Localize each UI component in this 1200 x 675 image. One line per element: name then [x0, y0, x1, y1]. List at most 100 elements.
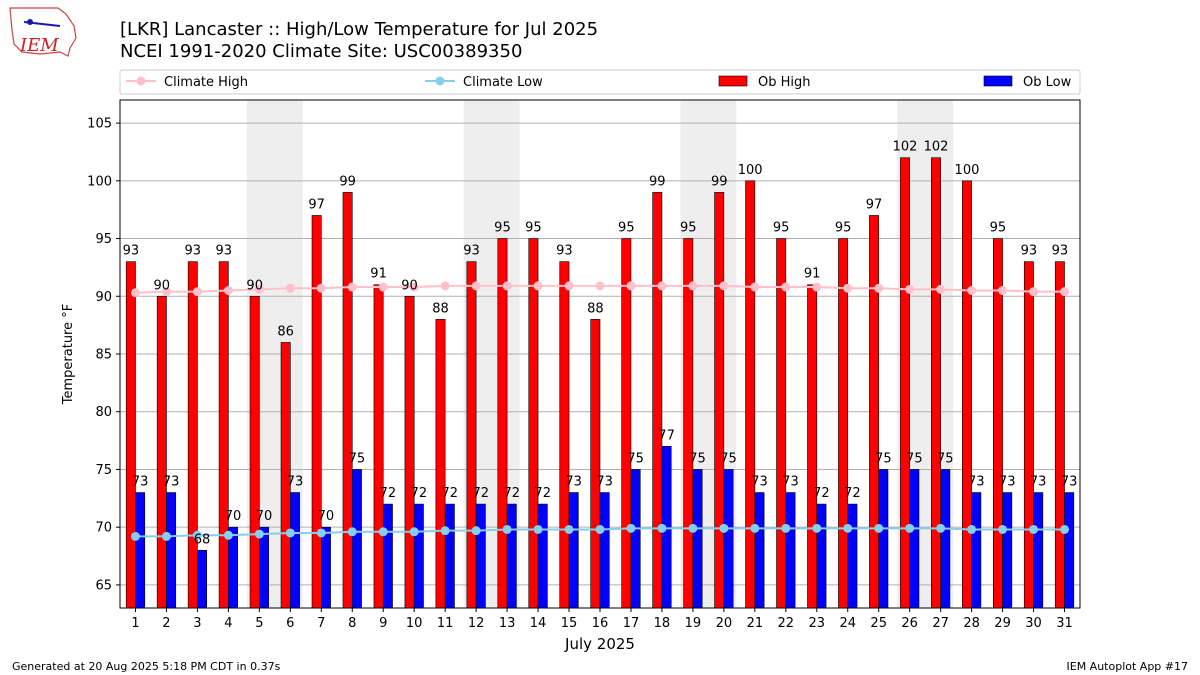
app-id: IEM Autoplot App #17	[1067, 660, 1189, 673]
ob-low-bar-19	[692, 469, 703, 609]
ob-high-label-12: 93	[463, 244, 480, 259]
ob-high-label-3: 93	[185, 244, 202, 259]
ob-low-label-28: 73	[968, 475, 985, 490]
climate-low-point-1	[130, 531, 140, 541]
ob-high-bar-30	[1023, 261, 1034, 609]
climate-high-point-21	[750, 282, 760, 292]
ob-high-bar-10	[404, 295, 415, 609]
ob-high-bar-9	[373, 284, 384, 609]
legend-frame	[119, 69, 1081, 95]
climate-high-point-26	[905, 284, 915, 294]
ob-low-label-27: 75	[937, 451, 954, 466]
climate-high-point-4	[223, 286, 233, 295]
climate-high-point-31	[1060, 287, 1070, 297]
ob-high-label-6: 86	[277, 324, 294, 339]
x-tick-label-10: 10	[406, 616, 423, 631]
ob-low-label-14: 72	[534, 486, 551, 501]
x-tick-label-21: 21	[747, 616, 764, 631]
ob-high-bar-4	[218, 261, 229, 609]
x-tick-label-12: 12	[468, 616, 485, 631]
ob-high-label-17: 95	[618, 221, 635, 236]
x-tick-label-26: 26	[901, 616, 918, 631]
x-tick-label-11: 11	[437, 616, 454, 631]
ob-low-label-15: 73	[565, 475, 582, 490]
ob-high-label-24: 95	[835, 221, 852, 236]
ob-low-bar-27	[940, 469, 951, 609]
generated-timestamp: Generated at 20 Aug 2025 5:18 PM CDT in …	[12, 660, 281, 673]
ob-low-label-11: 72	[442, 486, 459, 501]
ob-low-bar-7	[320, 526, 331, 609]
y-tick-label-70: 70	[95, 521, 112, 536]
x-tick-label-5: 5	[255, 616, 263, 631]
ob-low-bar-8	[351, 469, 362, 609]
x-tick-label-17: 17	[623, 616, 640, 631]
x-tick-label-9: 9	[379, 616, 387, 631]
x-tick-label-28: 28	[963, 616, 980, 631]
y-tick-label-100: 100	[87, 174, 112, 189]
y-tick-label-65: 65	[95, 578, 112, 593]
climate-low-point-18	[657, 523, 667, 533]
climate-low-point-19	[688, 523, 698, 533]
ob-low-label-19: 75	[689, 451, 706, 466]
climate-high-point-19	[688, 281, 698, 291]
chart-subtitle: NCEI 1991-2020 Climate Site: USC00389350	[120, 41, 522, 62]
ob-high-bar-14	[528, 238, 539, 609]
ob-low-bar-30	[1033, 492, 1044, 609]
ob-high-label-26: 102	[893, 140, 918, 155]
ob-low-bar-29	[1002, 492, 1013, 609]
climate-low-point-8	[347, 527, 357, 537]
ob-high-label-4: 93	[215, 244, 232, 259]
ob-low-label-29: 73	[999, 475, 1016, 490]
x-tick-label-20: 20	[716, 616, 733, 631]
climate-high-point-29	[998, 286, 1008, 295]
ob-low-bar-21	[754, 492, 765, 609]
ob-low-label-25: 75	[875, 451, 892, 466]
ob-low-bar-22	[785, 492, 796, 609]
ob-high-label-5: 90	[246, 278, 263, 293]
climate-high-point-28	[967, 286, 977, 295]
x-tick-label-30: 30	[1025, 616, 1042, 631]
climate-low-point-12	[471, 526, 481, 536]
ob-high-bar-25	[869, 215, 880, 609]
ob-high-bar-8	[342, 192, 353, 609]
x-tick-label-19: 19	[685, 616, 702, 631]
climate-high-point-2	[161, 287, 171, 297]
ob-high-bar-12	[466, 261, 477, 609]
ob-high-bar-3	[187, 261, 198, 609]
bars	[125, 157, 1075, 609]
y-axis-label: Temperature °F	[61, 304, 76, 405]
climate-high-point-25	[874, 283, 884, 293]
ob-low-label-21: 73	[751, 475, 768, 490]
ob-high-label-13: 95	[494, 221, 511, 236]
climate-low-point-31	[1060, 524, 1070, 534]
ob-high-bar-16	[590, 319, 601, 609]
ob-high-label-15: 93	[556, 244, 573, 259]
ob-low-label-10: 72	[411, 486, 428, 501]
climate-low-point-5	[254, 529, 264, 539]
climate-high-point-7	[316, 283, 326, 293]
ob-high-bar-18	[652, 192, 663, 609]
ob-low-bar-28	[971, 492, 982, 609]
ob-high-label-9: 91	[370, 267, 387, 282]
ob-low-bar-9	[382, 503, 393, 609]
ob-high-label-18: 99	[649, 174, 666, 189]
ob-high-label-21: 100	[738, 163, 763, 178]
climate-high-point-10	[409, 282, 419, 292]
climate-high-point-11	[440, 281, 450, 291]
ob-low-bar-12	[475, 503, 486, 609]
climate-low-point-21	[750, 523, 760, 533]
legend: Climate High Climate Low Ob High Ob Low	[119, 69, 1081, 95]
ob-low-bar-6	[290, 492, 300, 609]
ob-low-label-7: 70	[318, 509, 335, 524]
ob-low-bar-26	[909, 469, 920, 609]
x-tick-label-1: 1	[131, 616, 139, 631]
legend-ob-high-swatch	[718, 75, 748, 87]
x-tick-label-8: 8	[348, 616, 356, 631]
climate-high-point-18	[657, 281, 667, 291]
x-tick-label-18: 18	[654, 616, 671, 631]
ob-high-label-16: 88	[587, 301, 604, 316]
ob-low-label-9: 72	[380, 486, 397, 501]
ob-high-label-31: 93	[1052, 244, 1069, 259]
x-tick-label-29: 29	[994, 616, 1011, 631]
sensor-dot-icon	[27, 19, 33, 25]
